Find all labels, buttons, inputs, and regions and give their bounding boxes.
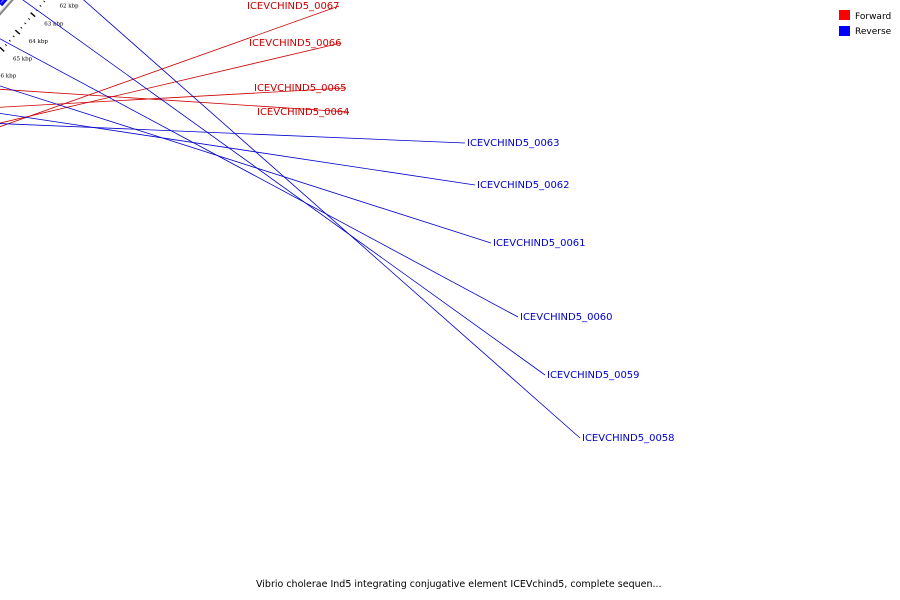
gene-label: ICEVCHIND5_0067 (247, 1, 340, 12)
gene-label: ICEVCHIND5_0063 (467, 138, 560, 149)
minor-tick (4, 44, 7, 47)
legend-label-forward: Forward (855, 12, 891, 22)
gene-label: ICEVCHIND5_0060 (520, 312, 613, 323)
minor-tick (39, 4, 42, 7)
tick-label: 64 kbp (29, 39, 49, 45)
gene-leader-line (0, 88, 350, 113)
minor-tick (8, 39, 11, 42)
major-tick-ring (0, 12, 36, 52)
gene-arrow (0, 0, 8, 7)
tick-label: 66 kbp (0, 74, 17, 80)
tick-label: 63 kbp (44, 21, 64, 27)
gene-leader-line (0, 42, 342, 124)
legend-swatch-reverse (839, 26, 850, 36)
gene-label: ICEVCHIND5_0061 (493, 238, 586, 249)
gene-leader-line (0, 5, 340, 128)
minor-tick (43, 0, 46, 3)
minor-tick (24, 22, 27, 25)
gene-leader-line (0, 85, 492, 244)
legend-label-reverse: Reverse (855, 27, 892, 37)
gene-labels: ICEVCHIND5_0067 ICEVCHIND5_0066 ICEVCHIND5… (0, 0, 675, 444)
gene-label: ICEVCHIND5_0062 (477, 180, 570, 191)
minor-tick-ring (4, 0, 46, 47)
minor-tick (12, 35, 15, 38)
backbone-highlight (0, 0, 11, 13)
gene-leader-line (0, 112, 476, 186)
gene-leader-line (83, 0, 581, 439)
map-caption: Vibrio cholerae Ind5 integrating conjuga… (256, 579, 662, 590)
gene-leader-line (0, 38, 519, 318)
minor-tick (28, 18, 31, 21)
legend: Forward Reverse (839, 10, 892, 37)
gene-features (0, 0, 8, 7)
minor-tick (20, 26, 23, 29)
tick-label: 65 kbp (13, 56, 33, 62)
gene-leader-line (0, 87, 347, 108)
major-tick (0, 46, 5, 52)
gene-label: ICEVCHIND5_0064 (257, 107, 350, 118)
gene-label: ICEVCHIND5_0059 (547, 370, 640, 381)
gene-leader-line (22, 0, 546, 376)
gene-label: ICEVCHIND5_0066 (249, 38, 342, 49)
gene-label: ICEVCHIND5_0058 (582, 433, 675, 444)
backbone-ring (0, 0, 14, 16)
tick-label: 62 kbp (59, 4, 79, 10)
gene-arrow-shine (0, 0, 5, 4)
gene-leader-line (0, 123, 466, 144)
gene-label: ICEVCHIND5_0065 (254, 83, 347, 94)
major-tick (14, 29, 21, 35)
legend-swatch-forward (839, 10, 850, 20)
major-tick (30, 12, 36, 18)
